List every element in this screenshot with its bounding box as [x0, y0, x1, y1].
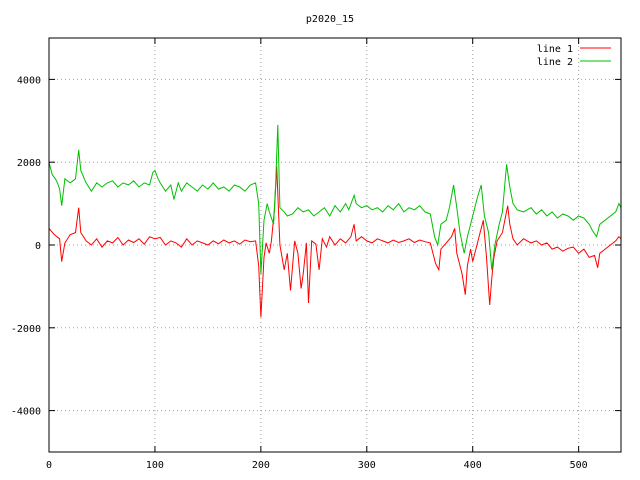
legend-label-1: line 1	[537, 44, 573, 55]
x-tick-label: 200	[252, 460, 270, 471]
y-tick-label: -4000	[11, 407, 41, 418]
chart-title: p2020_15	[306, 14, 354, 25]
x-tick-label: 400	[464, 460, 482, 471]
y-tick-label: -2000	[11, 324, 41, 335]
y-tick-label: 0	[35, 241, 41, 252]
y-tick-label: 2000	[17, 158, 41, 169]
legend-label-2: line 2	[537, 57, 573, 68]
y-tick-label: 4000	[17, 75, 41, 86]
x-tick-label: 500	[570, 460, 588, 471]
x-tick-label: 100	[146, 460, 164, 471]
x-tick-label: 0	[46, 460, 52, 471]
grid-lines	[49, 38, 621, 452]
series-layer	[48, 124, 622, 318]
series-line-1	[48, 166, 622, 318]
series-line-2	[48, 124, 622, 275]
legend: line 1 line 2	[537, 44, 611, 68]
x-tick-label: 300	[358, 460, 376, 471]
axis-ticks: 0 100 200 300 400 500 -4000 -2000 0 2000 4000	[11, 38, 621, 471]
